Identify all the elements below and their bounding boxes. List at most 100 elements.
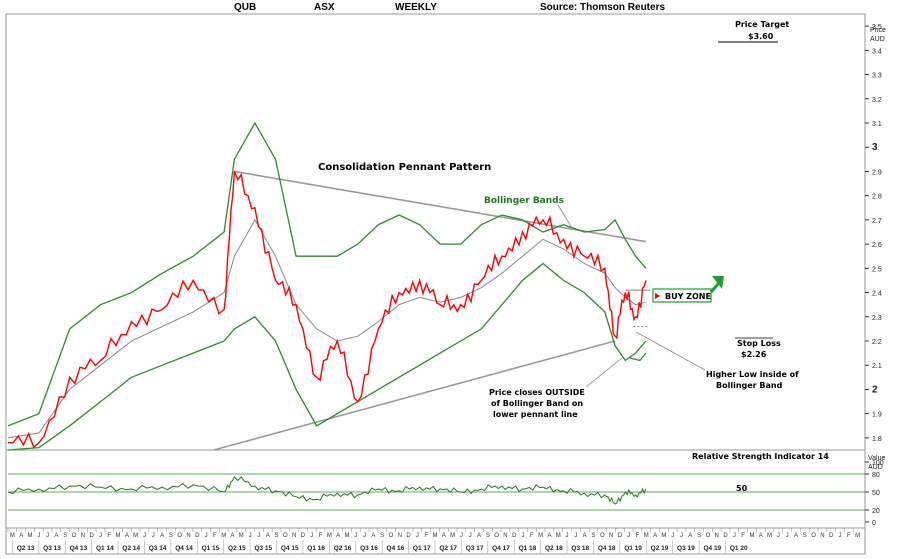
quarter-label: Q4 17 <box>492 545 510 552</box>
month-label: M <box>538 533 543 539</box>
quarter-label: Q1 19 <box>624 545 642 552</box>
pattern-annotation: Consolidation Pennant Pattern <box>318 162 491 173</box>
month-label: J <box>143 533 146 539</box>
month-label: N <box>186 533 190 539</box>
price-tick-label: 3.3 <box>872 73 882 80</box>
month-label: A <box>266 533 270 539</box>
month-label: J <box>354 533 357 539</box>
month-label: S <box>486 533 490 539</box>
month-label: D <box>512 533 517 539</box>
quarter-label: Q2 13 <box>17 545 35 552</box>
month-label: M <box>327 533 332 539</box>
month-label: M <box>221 533 226 539</box>
bollinger-projected-band <box>629 352 647 362</box>
quarter-label: Q4 19 <box>703 545 721 552</box>
month-label: O <box>811 533 816 539</box>
rsi-tick-label: 50 <box>872 490 880 497</box>
quarter-label: Q3 18 <box>571 545 589 552</box>
month-label: D <box>618 533 623 539</box>
quarter-label: Q4 14 <box>175 545 193 552</box>
quarter-label: Q2 15 <box>228 545 246 552</box>
quarter-labels: Q2 13 Q3 13 Q4 13 Q1 14 Q2 14 Q3 14 Q4 14 Q1 15… <box>12 540 748 554</box>
month-label: D <box>89 533 94 539</box>
rsi-axis-ticks: 100 80 50 20 0 <box>865 460 884 527</box>
month-label: N <box>292 533 296 539</box>
price-closes-line2: of Bollinger Band on <box>491 399 583 408</box>
buy-zone-marker-icon <box>655 293 660 299</box>
month-label: M <box>556 533 561 539</box>
price-tick-label: 1.9 <box>872 412 882 419</box>
higher-low-line1: Higher Low inside of <box>706 370 799 379</box>
quarter-label: Q2 14 <box>122 545 140 552</box>
price-closes-pointer <box>585 357 623 388</box>
price-tick-label: 2.5 <box>872 266 882 273</box>
month-label: M <box>661 533 666 539</box>
month-label: F <box>530 533 534 539</box>
quarter-label: Q3 17 <box>466 545 484 552</box>
month-label: F <box>847 533 851 539</box>
price-tick-label: 2.1 <box>872 363 882 370</box>
month-label: D <box>195 533 200 539</box>
month-label: S <box>380 533 384 539</box>
month-label: A <box>336 533 340 539</box>
month-label: A <box>794 533 798 539</box>
rsi-tick-label: 20 <box>872 508 880 515</box>
buy-zone-box <box>652 288 712 303</box>
quarter-label: Q1 14 <box>96 545 114 552</box>
quarter-label: Q1 15 <box>202 545 220 552</box>
month-label: M <box>433 533 438 539</box>
month-label: M <box>239 533 244 539</box>
rsi-series-line <box>7 476 647 505</box>
month-label: M <box>767 533 772 539</box>
rsi-mid-label: 50 <box>736 484 748 493</box>
month-label: S <box>591 533 595 539</box>
stop-loss-value: $2.26 <box>741 350 767 359</box>
month-label: F <box>319 533 323 539</box>
month-label: J <box>205 533 208 539</box>
rsi-tick-label: 0 <box>872 520 876 527</box>
month-label: A <box>759 533 763 539</box>
month-label: M <box>10 533 15 539</box>
month-label: A <box>19 533 23 539</box>
price-tick-label: 3.4 <box>872 48 882 55</box>
price-tick-label: 2 <box>872 384 878 395</box>
quarter-label: Q1 16 <box>307 545 325 552</box>
time-axis-frame <box>5 527 866 555</box>
quarter-label: Q2 19 <box>651 545 669 552</box>
bollinger-mid-band <box>7 218 647 439</box>
bollinger-lower-band <box>7 262 647 451</box>
month-label: J <box>257 533 260 539</box>
month-label: D <box>301 533 306 539</box>
month-label: A <box>477 533 481 539</box>
month-label: J <box>680 533 683 539</box>
buy-arrow-icon <box>712 276 724 289</box>
month-label: A <box>230 533 234 539</box>
month-label: N <box>81 533 85 539</box>
month-label: F <box>741 533 745 539</box>
month-label: N <box>715 533 719 539</box>
month-label: A <box>371 533 375 539</box>
price-tick-label: 2.9 <box>872 169 882 176</box>
month-label: F <box>213 533 217 539</box>
price-closes-line3: lower pennant line <box>493 410 578 419</box>
month-label: O <box>706 533 711 539</box>
month-label: M <box>855 533 860 539</box>
month-label: J <box>152 533 155 539</box>
header-ticker: QUB <box>234 2 256 13</box>
month-label: J <box>249 533 252 539</box>
quarter-label: Q2 17 <box>439 545 457 552</box>
month-label: J <box>777 533 780 539</box>
month-label: A <box>125 533 129 539</box>
rsi-tick-label: 80 <box>872 472 880 479</box>
price-axis-unit: AUD <box>870 36 885 43</box>
month-label: M <box>133 533 138 539</box>
month-label: A <box>54 533 58 539</box>
month-label: J <box>310 533 313 539</box>
month-label: S <box>275 533 279 539</box>
quarter-label: Q1 20 <box>730 545 748 552</box>
month-label: F <box>636 533 640 539</box>
month-label: A <box>653 533 657 539</box>
header-exchange: ASX <box>314 2 335 13</box>
month-label: J <box>416 533 419 539</box>
bollinger-pointer <box>557 204 573 229</box>
